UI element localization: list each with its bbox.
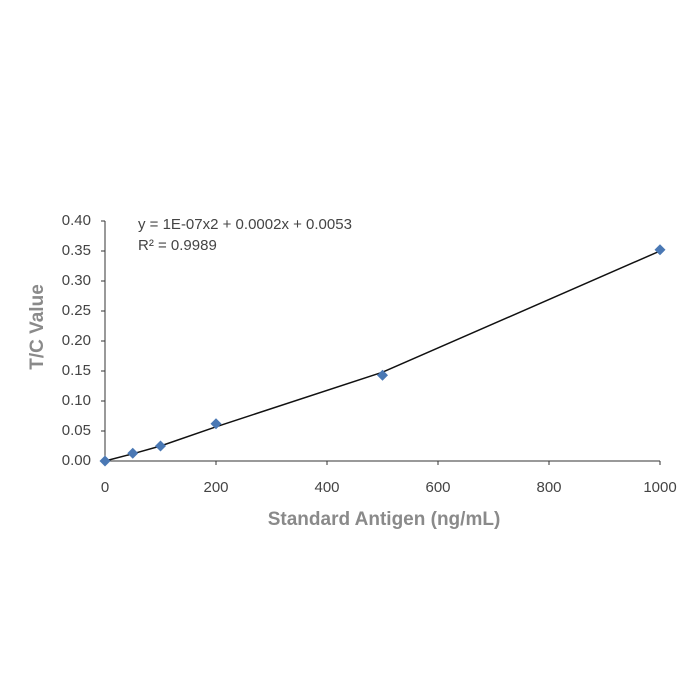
r-squared: R² = 0.9989: [138, 237, 217, 254]
y-tick-label: 0.10: [62, 392, 91, 409]
point: [210, 418, 222, 430]
point: [155, 440, 166, 452]
point: [99, 455, 111, 467]
point: [654, 244, 666, 256]
y-tick-label: 0.05: [62, 422, 91, 439]
x-tick-label: 0: [101, 479, 109, 496]
y-tick-label: 0.40: [62, 212, 91, 229]
x-tick-label: 600: [425, 479, 450, 496]
y-tick-label: 0.00: [62, 452, 91, 469]
point: [377, 369, 388, 381]
y-axis-label: T/C Value: [27, 284, 48, 370]
y-tick-label: 0.25: [62, 302, 91, 319]
trendline: [104, 250, 661, 462]
x-tick-label: 200: [203, 479, 228, 496]
point: [127, 447, 139, 459]
y-tick-label: 0.30: [62, 272, 91, 289]
y-tick-label: 0.35: [62, 242, 91, 259]
x-tick-label: 1000: [643, 479, 676, 496]
y-tick-label: 0.20: [62, 332, 91, 349]
equation: y = 1E-07x2 + 0.0002x + 0.0053: [138, 216, 352, 233]
y-tick-label: 0.15: [62, 362, 91, 379]
x-tick-label: 800: [536, 479, 561, 496]
x-axis-label: Standard Antigen (ng/mL): [268, 509, 501, 530]
x-tick-label: 400: [314, 479, 339, 496]
